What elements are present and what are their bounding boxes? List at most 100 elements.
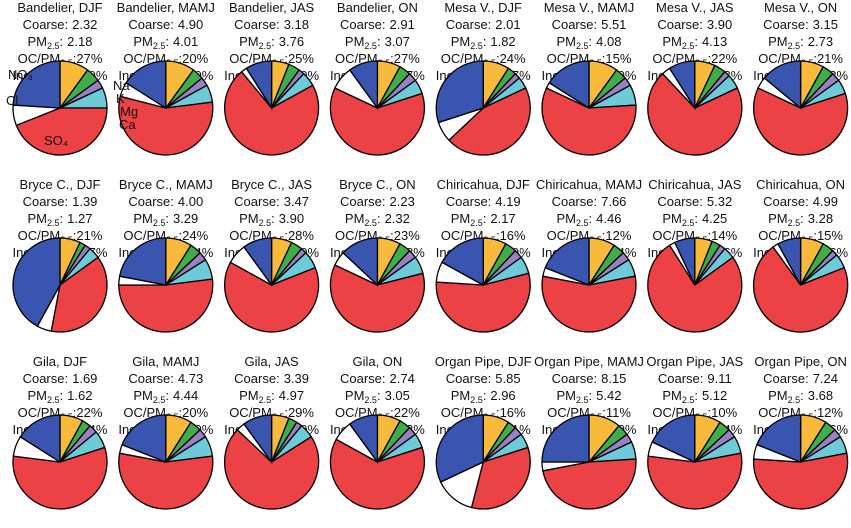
coarse-label: Coarse: 2.01	[446, 17, 521, 32]
coarse-label: Coarse: 3.47	[234, 194, 309, 209]
label: %	[620, 51, 632, 66]
oc-value: 21	[817, 51, 831, 66]
oc-value: 12	[605, 228, 619, 243]
pie-slice	[673, 237, 696, 286]
subscript: 2.5	[470, 218, 483, 228]
label: Coarse:	[763, 371, 809, 386]
oc-value: 16	[500, 405, 514, 420]
pm-label: PM2.5: 3.07	[345, 34, 410, 51]
oc-value: 20	[182, 405, 196, 420]
pie-slice	[542, 458, 637, 510]
label: %	[731, 68, 743, 83]
legend-label: Mg	[120, 104, 138, 119]
pm-label: PM2.5: 1.62	[28, 388, 93, 405]
coarse-value: 4.00	[178, 194, 203, 209]
oc-value: 28	[288, 228, 302, 243]
pm-value: 1.27	[67, 211, 92, 226]
pm-value: 4.46	[596, 211, 621, 226]
label: :	[708, 228, 712, 243]
coarse-label: Coarse: 5.85	[446, 371, 521, 386]
pie-slice	[647, 72, 743, 156]
label: PM	[451, 211, 471, 226]
pie-slice	[348, 60, 379, 111]
pie-slice	[329, 438, 426, 510]
label: %	[619, 405, 631, 420]
subscript: 2.5	[682, 395, 695, 405]
pm-value: 4.44	[173, 388, 198, 403]
label: Coarse:	[657, 17, 703, 32]
oc-value: 27	[76, 51, 90, 66]
label: :	[165, 388, 169, 403]
label: :	[483, 211, 487, 226]
label: Coarse:	[23, 371, 69, 386]
pie-title: Gila, JAS	[245, 354, 300, 369]
label: :	[496, 228, 500, 243]
pie-title: Organ Pipe, DJF	[435, 354, 532, 369]
label: :	[390, 51, 394, 66]
label: %	[91, 228, 103, 243]
subscript: 2.5	[153, 41, 166, 51]
pie-title: Bryce C., ON	[339, 177, 416, 192]
pm-value: 3.07	[385, 34, 410, 49]
pm-value: 3.68	[808, 388, 833, 403]
pie-slice	[668, 60, 696, 111]
oc-label: OC/PM2.5:15%	[547, 51, 632, 68]
coarse-value: 5.51	[601, 17, 626, 32]
label: %	[408, 51, 420, 66]
label: Coarse:	[340, 17, 386, 32]
pie-title: Gila, DJF	[33, 354, 87, 369]
label: %	[197, 228, 209, 243]
pie-slice	[121, 414, 167, 463]
coarse-label: Coarse: 5.32	[657, 194, 732, 209]
label: :	[179, 51, 183, 66]
label: :	[694, 34, 698, 49]
label: :	[800, 211, 804, 226]
label: PM	[451, 388, 471, 403]
label: %	[96, 245, 108, 260]
coarse-value: 2.32	[72, 17, 97, 32]
coarse-label: Coarse: 4.73	[128, 371, 203, 386]
pm-label: PM2.5: 4.44	[133, 388, 198, 405]
oc-value: 25	[288, 51, 302, 66]
label: PM	[133, 34, 153, 49]
pie-slice	[470, 446, 531, 510]
label: Coarse:	[658, 371, 704, 386]
oc-value: 27	[394, 51, 408, 66]
label: :	[813, 228, 817, 243]
pm-label: PM2.5: 3.90	[239, 211, 304, 228]
pie-slice	[245, 60, 273, 111]
label: :	[284, 405, 288, 420]
label: %	[731, 422, 743, 437]
coarse-value: 7.66	[601, 194, 626, 209]
label: Coarse:	[234, 194, 280, 209]
label: :	[377, 388, 381, 403]
coarse-label: Coarse: 5.51	[552, 17, 627, 32]
pie-title: Gila, MAMJ	[132, 354, 199, 369]
oc-value: 22	[76, 405, 90, 420]
pie-title: Bryce C., MAMJ	[119, 177, 213, 192]
coarse-value: 2.23	[390, 194, 415, 209]
label: :	[73, 51, 77, 66]
label: :	[390, 228, 394, 243]
pie-slice	[243, 414, 273, 465]
pm-label: PM2.5: 4.97	[239, 388, 304, 405]
oc-value: 29	[288, 405, 302, 420]
subscript: 2.5	[259, 395, 272, 405]
label: PM	[557, 34, 577, 49]
pie-slice	[12, 237, 61, 328]
label: Coarse:	[657, 194, 703, 209]
coarse-value: 1.39	[72, 194, 97, 209]
pie-title: Bandelier, DJF	[17, 0, 102, 15]
label: :	[589, 388, 593, 403]
label: :	[602, 405, 606, 420]
label: :	[73, 228, 77, 243]
label: :	[496, 405, 500, 420]
pm-label: PM2.5: 4.13	[662, 34, 727, 51]
pie-slice	[435, 414, 484, 483]
label: %	[302, 405, 314, 420]
label: Coarse:	[340, 371, 386, 386]
pie-title: Gila, ON	[352, 354, 402, 369]
subscript: 2.5	[470, 41, 483, 51]
label: %	[307, 422, 319, 437]
coarse-value: 5.85	[495, 371, 520, 386]
